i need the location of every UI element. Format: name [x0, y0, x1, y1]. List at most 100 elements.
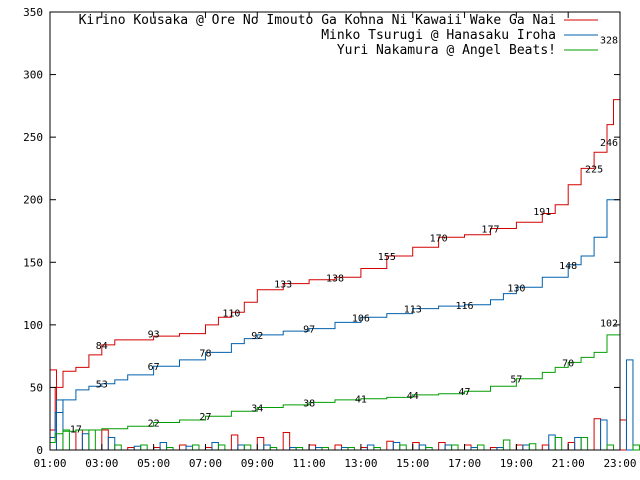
- data-label: 34: [251, 403, 263, 414]
- x-tick-label: 03:00: [85, 457, 118, 470]
- hourly-bar: [438, 441, 446, 451]
- hourly-bar: [263, 444, 271, 451]
- series-line-2: [50, 142, 621, 438]
- hourly-bar: [502, 439, 511, 451]
- hourly-bar: [399, 444, 407, 451]
- plot-frame: [49, 11, 621, 451]
- hourly-bar: [55, 399, 64, 451]
- data-label: 130: [507, 283, 525, 294]
- hourly-bar: [62, 429, 70, 451]
- hourly-bar: [600, 419, 608, 451]
- hourly-bar: [282, 431, 291, 451]
- hourly-bar: [567, 441, 576, 451]
- data-label: 106: [352, 313, 370, 324]
- data-label: 148: [559, 261, 577, 272]
- data-label: 38: [303, 398, 315, 409]
- hourly-bar: [211, 441, 219, 451]
- legend: Kirino Kousaka @ Ore No Imouto Ga Konna …: [79, 13, 598, 58]
- y-tick-label: 350: [23, 6, 43, 19]
- data-label: 191: [533, 207, 551, 218]
- x-tick-label: 21:00: [552, 457, 585, 470]
- data-label: 70: [562, 358, 574, 369]
- hourly-bar: [554, 436, 563, 451]
- hourly-bar: [81, 433, 90, 451]
- hourly-bar: [418, 444, 427, 451]
- data-label: 27: [199, 412, 211, 423]
- data-label: 177: [481, 224, 499, 235]
- hourly-bar: [580, 436, 589, 451]
- x-tick-label: 19:00: [500, 457, 533, 470]
- y-tick-label: 150: [23, 256, 43, 269]
- hourly-bar: [256, 436, 265, 451]
- hourly-bar: [217, 444, 226, 451]
- hourly-bar: [101, 429, 109, 451]
- data-label: 116: [456, 301, 474, 312]
- hourly-bar: [140, 444, 148, 451]
- hourly-bar: [133, 445, 142, 451]
- x-tick-label: 17:00: [448, 457, 481, 470]
- data-label: 133: [274, 280, 292, 291]
- hourly-bar: [451, 444, 459, 451]
- data-label: 155: [378, 252, 396, 263]
- y-tick-label: 300: [23, 69, 43, 82]
- x-tick-label: 11:00: [293, 457, 326, 470]
- y-tick-label: 200: [23, 194, 43, 207]
- hourly-bar: [477, 444, 485, 451]
- data-label: 22: [148, 418, 160, 429]
- data-label: 78: [199, 348, 211, 359]
- data-label: 113: [404, 305, 422, 316]
- y-tick-label: 50: [30, 381, 43, 394]
- data-label: 138: [326, 273, 344, 284]
- hourly-bar: [412, 441, 420, 451]
- hourly-bar: [522, 444, 530, 451]
- hourly-bar: [392, 441, 401, 451]
- hourly-bar: [243, 444, 252, 451]
- legend-entry-label: Minko Tsurugi @ Hanasaku Iroha: [321, 28, 556, 43]
- y-tick-label: 100: [23, 319, 43, 332]
- hourly-bar: [515, 444, 524, 451]
- data-label: 110: [222, 308, 240, 319]
- x-tick-label: 15:00: [396, 457, 429, 470]
- x-tick-label: 23:00: [603, 457, 636, 470]
- x-tick-label: 05:00: [137, 457, 170, 470]
- hourly-bar: [632, 444, 640, 451]
- legend-entry-label: Kirino Kousaka @ Ore No Imouto Ga Konna …: [79, 13, 556, 28]
- hourly-bar: [230, 434, 239, 451]
- hourly-bar: [107, 436, 116, 451]
- data-label: 97: [303, 325, 315, 336]
- hourly-bar: [334, 444, 342, 451]
- series-lines: [50, 39, 621, 443]
- x-tick-label: 13:00: [344, 457, 377, 470]
- hourly-bar: [574, 436, 582, 451]
- series-line-3: [50, 322, 621, 443]
- data-label: 53: [96, 380, 108, 391]
- axes: 0 50 100 150 200 250 300 350 01:00 03:00 05:00 07:0…: [23, 6, 636, 470]
- hourly-bar: [237, 444, 245, 451]
- hourly-bar: [192, 444, 200, 451]
- hourly-bar: [619, 419, 627, 451]
- data-label: 92: [251, 331, 263, 342]
- series-line-1: [50, 39, 621, 431]
- data-label: 84: [96, 341, 108, 352]
- hourly-bar: [593, 418, 602, 451]
- data-label: 93: [148, 330, 160, 341]
- y-tick-label: 0: [36, 444, 43, 457]
- hourly-bar: [179, 444, 187, 451]
- data-label: 170: [430, 233, 448, 244]
- hourly-bar: [366, 444, 375, 451]
- y-tick-label: 250: [23, 131, 43, 144]
- data-labels: 84 93 110 133 138 155 170 177 191 225 53 67 78 92 97 10…: [70, 36, 618, 436]
- data-label: 44: [407, 391, 419, 402]
- hourly-bar: [464, 444, 472, 451]
- x-tick-label: 01:00: [33, 457, 66, 470]
- data-label: 67: [148, 362, 160, 373]
- data-label: 225: [585, 164, 603, 175]
- end-label: 328: [600, 36, 618, 47]
- hourly-bar: [386, 440, 394, 451]
- hourly-bar: [88, 429, 96, 451]
- hourly-bar: [185, 445, 193, 451]
- hourly-bar: [444, 444, 453, 451]
- data-label: 47: [459, 387, 471, 398]
- hourly-bar: [114, 444, 122, 451]
- hourly-bar: [308, 444, 317, 451]
